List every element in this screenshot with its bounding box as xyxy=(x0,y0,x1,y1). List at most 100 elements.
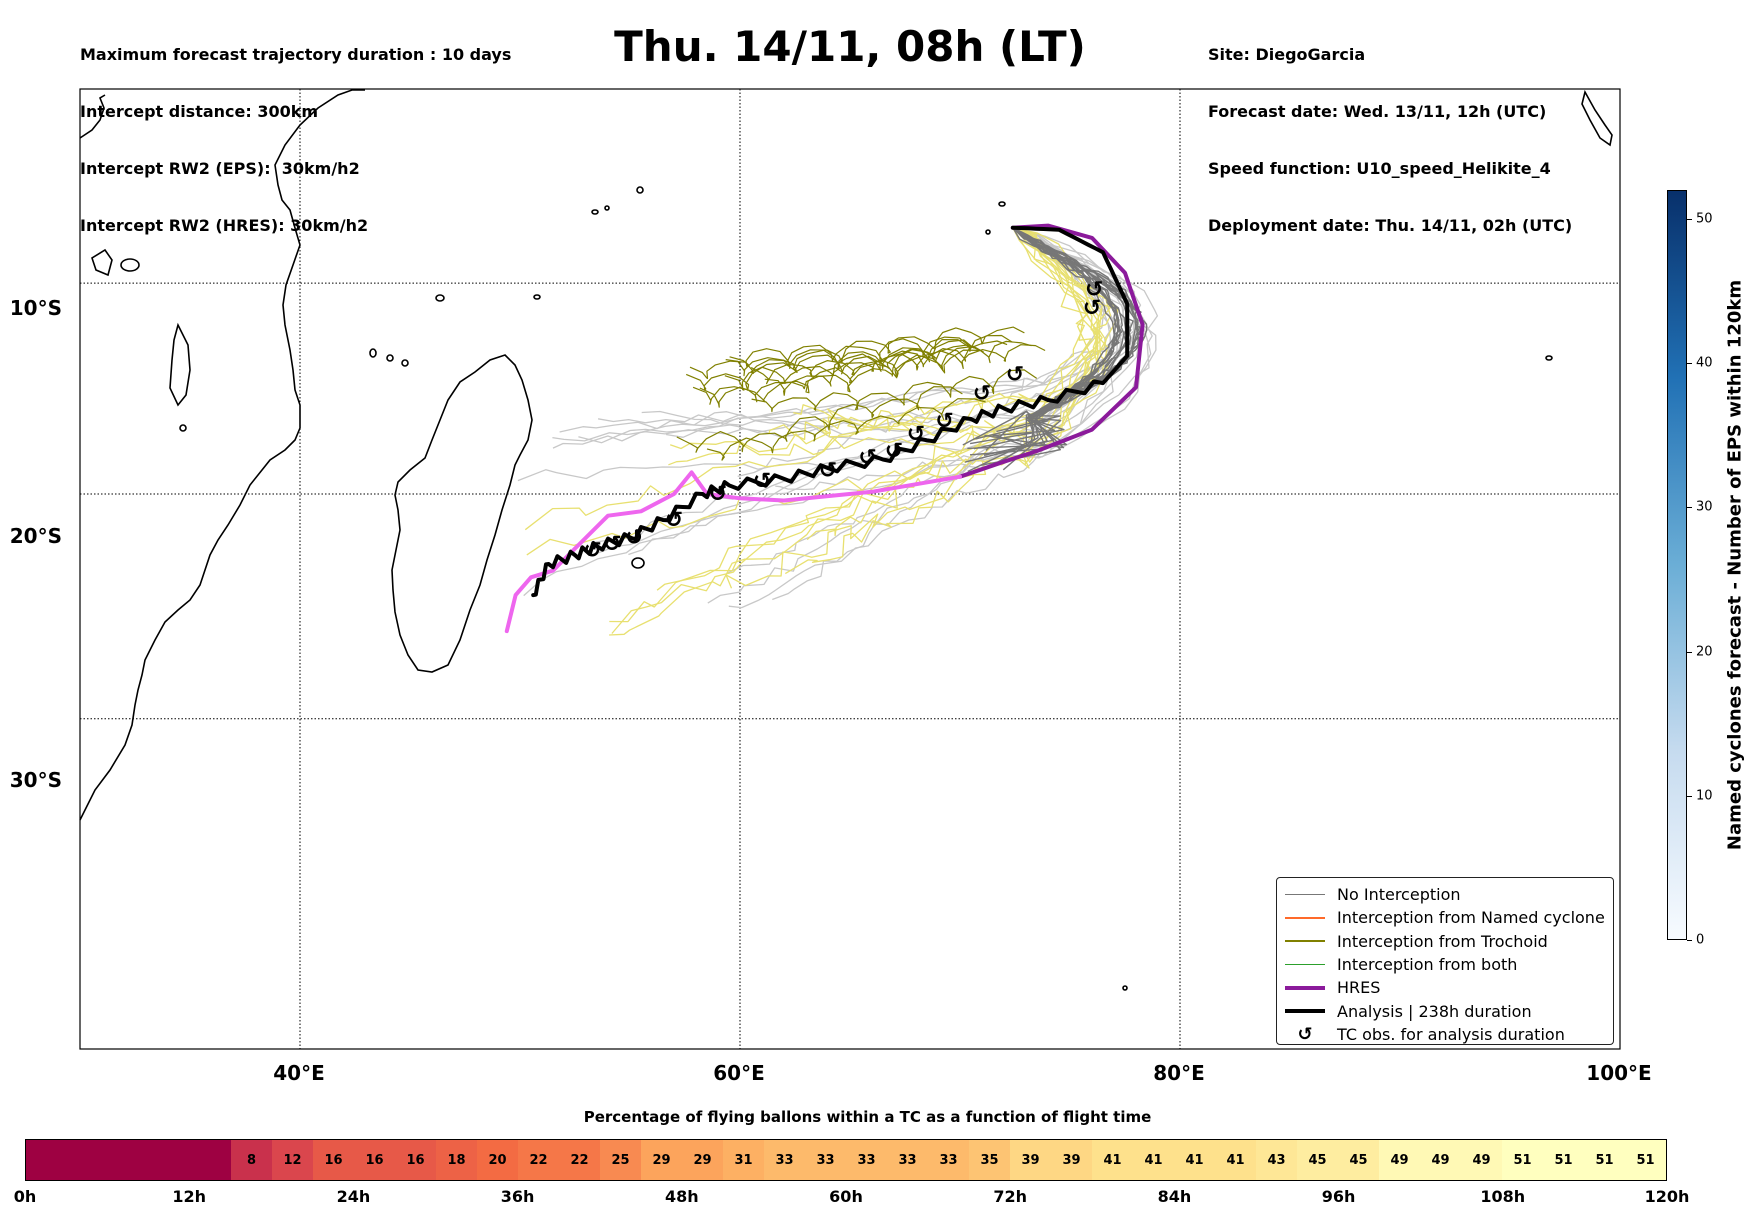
island xyxy=(435,294,445,302)
header-right-line: Site: DiegoGarcia xyxy=(1208,45,1366,64)
trochoid-light-trajectory xyxy=(768,227,1085,441)
time-label: 72h xyxy=(993,1187,1028,1206)
map-legend: No Interception Interception from Named c… xyxy=(1276,877,1614,1045)
colorbar-tick-label: 30 xyxy=(1696,499,1713,515)
percentage-cell: 41 xyxy=(1092,1140,1133,1180)
percentage-cell: 31 xyxy=(723,1140,764,1180)
percentage-cell: 45 xyxy=(1338,1140,1379,1180)
percentage-cell: 33 xyxy=(887,1140,928,1180)
tc-obs-marker: ↺ xyxy=(885,439,903,464)
main-tracks xyxy=(504,223,1145,634)
no-interception-trajectory xyxy=(591,227,1153,557)
percentage-cell: 51 xyxy=(1584,1140,1625,1180)
island xyxy=(985,229,991,235)
island xyxy=(636,186,644,194)
legend-label: Interception from Trochoid xyxy=(1337,931,1548,951)
tc-obs-marker: ↺ xyxy=(1006,363,1024,388)
colorbar-tick-label: 0 xyxy=(1696,932,1705,948)
lon-label-40e: 40°E xyxy=(273,1061,325,1085)
legend-line-marker xyxy=(1285,985,1325,990)
percentage-cell xyxy=(108,1140,149,1180)
island xyxy=(604,205,610,211)
time-label: 84h xyxy=(1157,1187,1192,1206)
percentage-cell xyxy=(190,1140,231,1180)
tc-obs-marker: ↺ xyxy=(1083,296,1101,321)
percentage-bar: 8 12 16 16 16 18 20 22 22 25 29 29 31 33 33 33 33 33 35 39 3… xyxy=(25,1139,1667,1181)
percentage-cell xyxy=(26,1140,67,1180)
island xyxy=(533,294,541,300)
percentage-cell: 16 xyxy=(354,1140,395,1180)
percentage-cell: 33 xyxy=(846,1140,887,1180)
lon-label-60e: 60°E xyxy=(713,1061,765,1085)
time-label: 0h xyxy=(13,1187,37,1206)
map-frame xyxy=(79,88,1621,1050)
colorbar-tick-mark xyxy=(1687,940,1692,941)
colorbar-tick-mark xyxy=(1687,651,1692,653)
island xyxy=(591,209,599,215)
percentage-cell: 16 xyxy=(313,1140,354,1180)
lon-label-80e: 80°E xyxy=(1153,1061,1205,1085)
island xyxy=(369,348,377,358)
legend-label: TC obs. for analysis duration xyxy=(1337,1024,1565,1044)
percentage-cell: 8 xyxy=(231,1140,272,1180)
percentage-cell: 29 xyxy=(682,1140,723,1180)
trochoid-interception-trajectory xyxy=(724,340,1008,391)
colorbar-tick-label: 50 xyxy=(1696,211,1713,227)
percentage-cell: 45 xyxy=(1297,1140,1338,1180)
legend-item: ↺ TC obs. for analysis duration xyxy=(1285,1023,1605,1046)
percentage-cell: 29 xyxy=(641,1140,682,1180)
time-label: 96h xyxy=(1321,1187,1356,1206)
legend-swatch xyxy=(1285,981,1325,995)
header-left-line: Intercept RW2 (EPS): 30km/h2 xyxy=(80,159,360,178)
analysis-track xyxy=(531,225,1130,598)
percentage-cell: 33 xyxy=(928,1140,969,1180)
tc-obs-marker: ↺ xyxy=(665,508,683,533)
colorbar-tick-mark xyxy=(1687,795,1692,797)
island xyxy=(1122,985,1128,991)
header-right-info: Site: DiegoGarcia Forecast date: Wed. 13… xyxy=(1208,7,1572,254)
trochoid-interception-trajectory xyxy=(751,369,1038,413)
percentage-cell: 51 xyxy=(1502,1140,1543,1180)
time-label: 108h xyxy=(1480,1187,1526,1206)
tc-obs-glyph-icon: ↺ xyxy=(1297,1023,1313,1045)
trochoid-interception-trajectory xyxy=(725,326,1025,377)
trochoid-light-trajectory xyxy=(656,227,1099,591)
percentage-cell: 35 xyxy=(969,1140,1010,1180)
lat-label-20s: 20°S xyxy=(10,524,62,548)
legend-line-marker xyxy=(1285,893,1325,896)
percentage-cell: 51 xyxy=(1543,1140,1584,1180)
tc-obs-marker: ↺ xyxy=(819,458,837,483)
header-left-line: Maximum forecast trajectory duration : 1… xyxy=(80,45,512,64)
lon-label-100e: 100°E xyxy=(1586,1061,1651,1085)
percentage-cell: 22 xyxy=(559,1140,600,1180)
percentage-cell: 49 xyxy=(1420,1140,1461,1180)
legend-swatch xyxy=(1285,1004,1325,1018)
time-label: 60h xyxy=(829,1187,863,1206)
legend-item: Analysis | 238h duration xyxy=(1285,999,1605,1022)
legend-line-marker xyxy=(1285,940,1325,942)
tc-obs-marker: ↺ xyxy=(907,422,925,447)
legend-label: Analysis | 238h duration xyxy=(1337,1001,1532,1021)
legend-swatch xyxy=(1285,911,1325,925)
trochoid-interception-trajectory xyxy=(764,344,1046,396)
island xyxy=(401,359,409,367)
madagascar-coastline xyxy=(391,354,533,673)
header-right-line: Speed function: U10_speed_Helikite_4 xyxy=(1208,159,1551,178)
legend-label: HRES xyxy=(1337,978,1381,998)
colorbar-tick-mark xyxy=(1687,218,1692,220)
no-interception-trajectory xyxy=(559,227,1125,433)
percentage-cell: 49 xyxy=(1461,1140,1502,1180)
percentage-cell: 20 xyxy=(477,1140,518,1180)
legend-label: Interception from Named cyclone xyxy=(1337,908,1605,928)
trochoid-interception-trajectory xyxy=(689,339,971,380)
no-interception-trajectory xyxy=(523,227,1159,597)
named-cyclones-colorbar xyxy=(1667,190,1687,940)
colorbar-label: Named cyclones forecast - Number of EPS … xyxy=(1724,279,1746,851)
percentage-bar-title: Percentage of flying ballons within a TC… xyxy=(583,1108,1152,1126)
header-left-info: Maximum forecast trajectory duration : 1… xyxy=(80,7,511,254)
africa-north-coast xyxy=(79,94,106,139)
tc-obs-marker: ↺ xyxy=(858,445,876,470)
colorbar-tick-label: 40 xyxy=(1696,355,1713,371)
colorbar-tick-mark xyxy=(1687,507,1692,509)
